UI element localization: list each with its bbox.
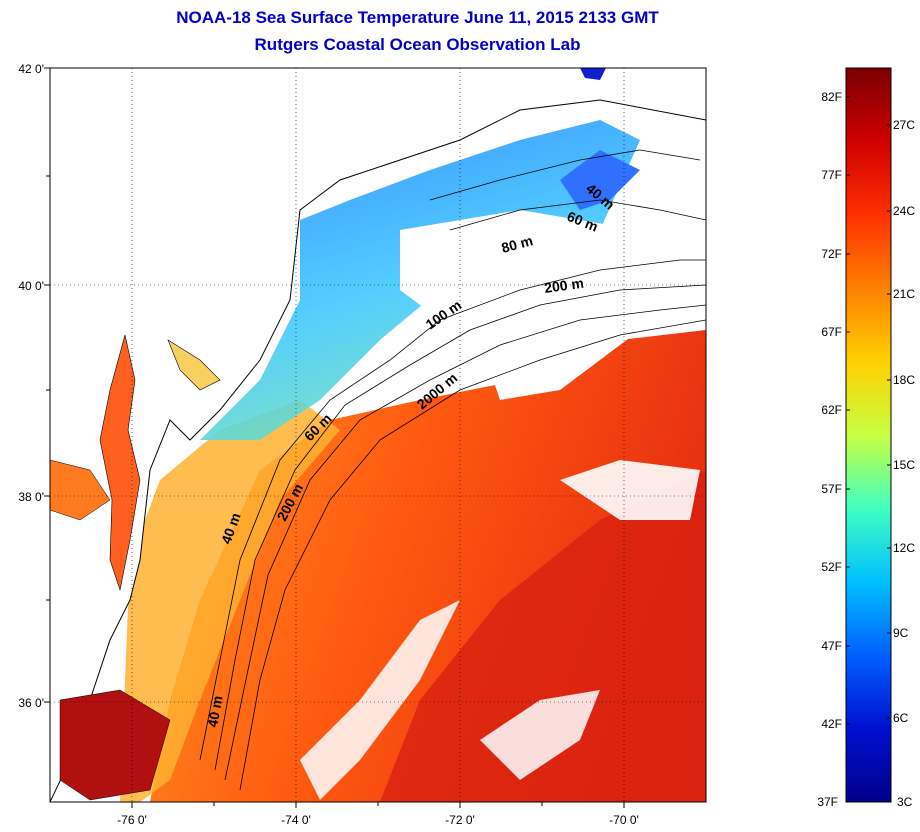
colorbar-c-label: 9C — [893, 626, 909, 640]
colorbar-f-label: 47F — [821, 639, 842, 653]
lon-tick-label: -76 0' — [117, 813, 147, 827]
shelf-water — [120, 400, 340, 802]
lon-tick-label: -74 0' — [281, 813, 311, 827]
lat-tick-label: 38 0' — [18, 490, 44, 504]
cloud-cover — [400, 210, 700, 320]
contour-label: 80 m — [500, 232, 535, 256]
gulf-of-maine-water — [580, 68, 606, 80]
lat-tick-label: 36 0' — [18, 696, 44, 710]
contour-label: 200 m — [543, 275, 585, 296]
lat-tick-label: 40 0' — [18, 279, 44, 293]
delaware-bay — [167, 339, 221, 391]
cloud-patch — [300, 600, 460, 800]
colorbar-f-label: 52F — [821, 560, 842, 574]
colorbar-f-label: 62F — [821, 403, 842, 417]
colorbar — [845, 67, 892, 803]
colorbar-c-label: 12C — [893, 541, 915, 555]
lat-tick-label: 42 0' — [18, 62, 44, 76]
colorbar-f-label: 77F — [821, 168, 842, 182]
pamlico-sound — [59, 689, 171, 801]
latitude-labels: 42 0' 40 0' 38 0' 36 0' — [18, 62, 44, 710]
colorbar-c-label: 6C — [893, 711, 909, 725]
cloud-cover — [480, 320, 640, 400]
colorbar-c-label: 24C — [893, 204, 915, 218]
axis-ticks — [44, 67, 625, 808]
lon-tick-label: -70 0' — [609, 813, 639, 827]
gulf-stream-core — [380, 470, 706, 802]
longitude-labels: -76 0' -74 0' -72 0' -70 0' — [117, 813, 639, 827]
colorbar-c-label: 18C — [893, 373, 915, 387]
colorbar-c-label: 15C — [893, 458, 915, 472]
colorbar-celsius-labels: 27C 24C 21C 18C 15C 12C 9C 6C 3C — [893, 118, 915, 809]
cloud-patch — [480, 690, 600, 780]
map-area — [50, 68, 706, 802]
colorbar-c-label: 27C — [893, 118, 915, 132]
colorbar-f-label: 82F — [821, 90, 842, 104]
chesapeake-bay — [99, 334, 141, 592]
lon-tick-label: -72 0' — [445, 813, 475, 827]
map-title: NOAA-18 Sea Surface Temperature June 11,… — [176, 8, 659, 27]
bathymetry-contours — [199, 149, 706, 791]
colorbar-f-label: 42F — [821, 717, 842, 731]
colorbar-f-label: 72F — [821, 247, 842, 261]
colorbar-f-label: 57F — [821, 482, 842, 496]
colorbar-f-label: 67F — [821, 325, 842, 339]
potomac-river — [50, 459, 111, 521]
map-gridlines — [50, 68, 706, 802]
colorbar-c-label: 21C — [893, 287, 915, 301]
colorbar-c-label: 3C — [897, 795, 913, 809]
colorbar-ticks — [846, 96, 891, 725]
colorbar-f-label: 37F — [817, 795, 838, 809]
map-subtitle: Rutgers Coastal Ocean Observation Lab — [254, 35, 581, 54]
land-mass — [50, 68, 706, 802]
cloud-patch — [560, 460, 700, 520]
colorbar-fahrenheit-labels: 82F 77F 72F 67F 62F 57F 52F 47F 42F 37F — [817, 90, 842, 809]
contour-label: 40 m — [204, 694, 225, 728]
cape-cod-water — [560, 150, 640, 210]
